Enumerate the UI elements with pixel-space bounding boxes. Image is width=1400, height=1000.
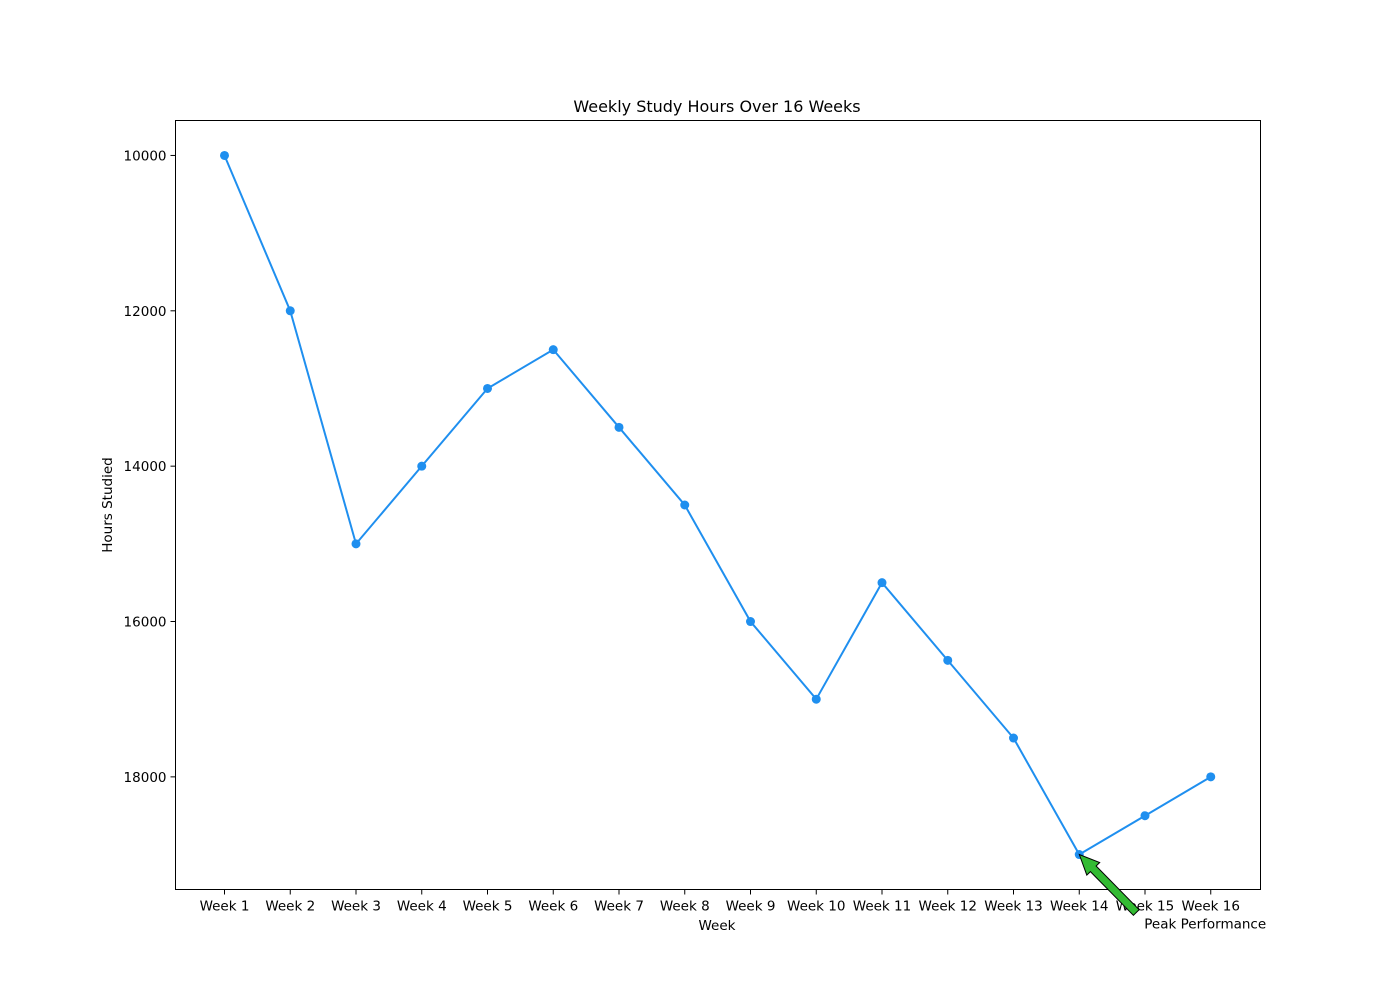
x-tick-label: Week 12: [919, 899, 977, 915]
x-tick-label: Week 16: [1182, 899, 1240, 915]
y-axis: 10000 12000 14000 16000 18000: [124, 148, 176, 786]
y-axis-title: Hours Studied: [100, 457, 116, 552]
data-point: [811, 694, 821, 704]
data-point: [614, 422, 624, 432]
annotation: Peak Performance: [1078, 853, 1266, 933]
y-tick-label: 12000: [124, 304, 167, 320]
data-point: [746, 617, 755, 627]
data-point: [483, 383, 492, 393]
annotation-arrow: [1078, 853, 1140, 917]
data-point: [351, 539, 361, 549]
data-point: [548, 345, 558, 355]
plot-area: [175, 120, 1261, 890]
data-point: [220, 150, 229, 160]
y-tick-label: 14000: [124, 459, 167, 475]
x-tick-label: Week 9: [726, 899, 776, 915]
data-point: [285, 306, 295, 316]
data-point: [1140, 811, 1150, 821]
series-line: [223, 155, 1212, 856]
chart-title: Weekly Study Hours Over 16 Weeks: [573, 97, 860, 116]
x-tick-label: Week 10: [787, 899, 845, 915]
x-tick-label: Week 3: [331, 899, 381, 915]
x-tick-label: Week 6: [528, 899, 578, 915]
x-axis: Week 1 Week 2 Week 3 Week 4 Week 5 Week 6 Week…: [200, 889, 1240, 915]
data-point: [417, 461, 427, 471]
series-layer: [220, 150, 1216, 860]
x-tick-label: Week 2: [265, 899, 315, 915]
x-tick-label: Week 4: [397, 899, 447, 915]
y-tick-label: 18000: [124, 770, 167, 786]
x-tick-label: Week 13: [984, 899, 1042, 915]
x-tick-label: Week 11: [853, 899, 911, 915]
x-tick-label: Week 14: [1050, 899, 1108, 915]
data-point: [1206, 772, 1216, 782]
y-tick-label: 10000: [124, 148, 167, 164]
annotation-label: Peak Performance: [1144, 917, 1266, 933]
x-tick-label: Week 7: [594, 899, 644, 915]
x-tick-label: Week 5: [463, 899, 513, 915]
data-point: [877, 578, 887, 588]
data-point: [680, 500, 690, 510]
data-point: [943, 655, 953, 665]
y-tick-label: 16000: [124, 615, 167, 631]
x-tick-label: Week 1: [200, 899, 250, 915]
x-axis-title: Week: [699, 918, 736, 934]
data-point: [1009, 733, 1018, 743]
x-tick-label: Week 8: [660, 899, 710, 915]
